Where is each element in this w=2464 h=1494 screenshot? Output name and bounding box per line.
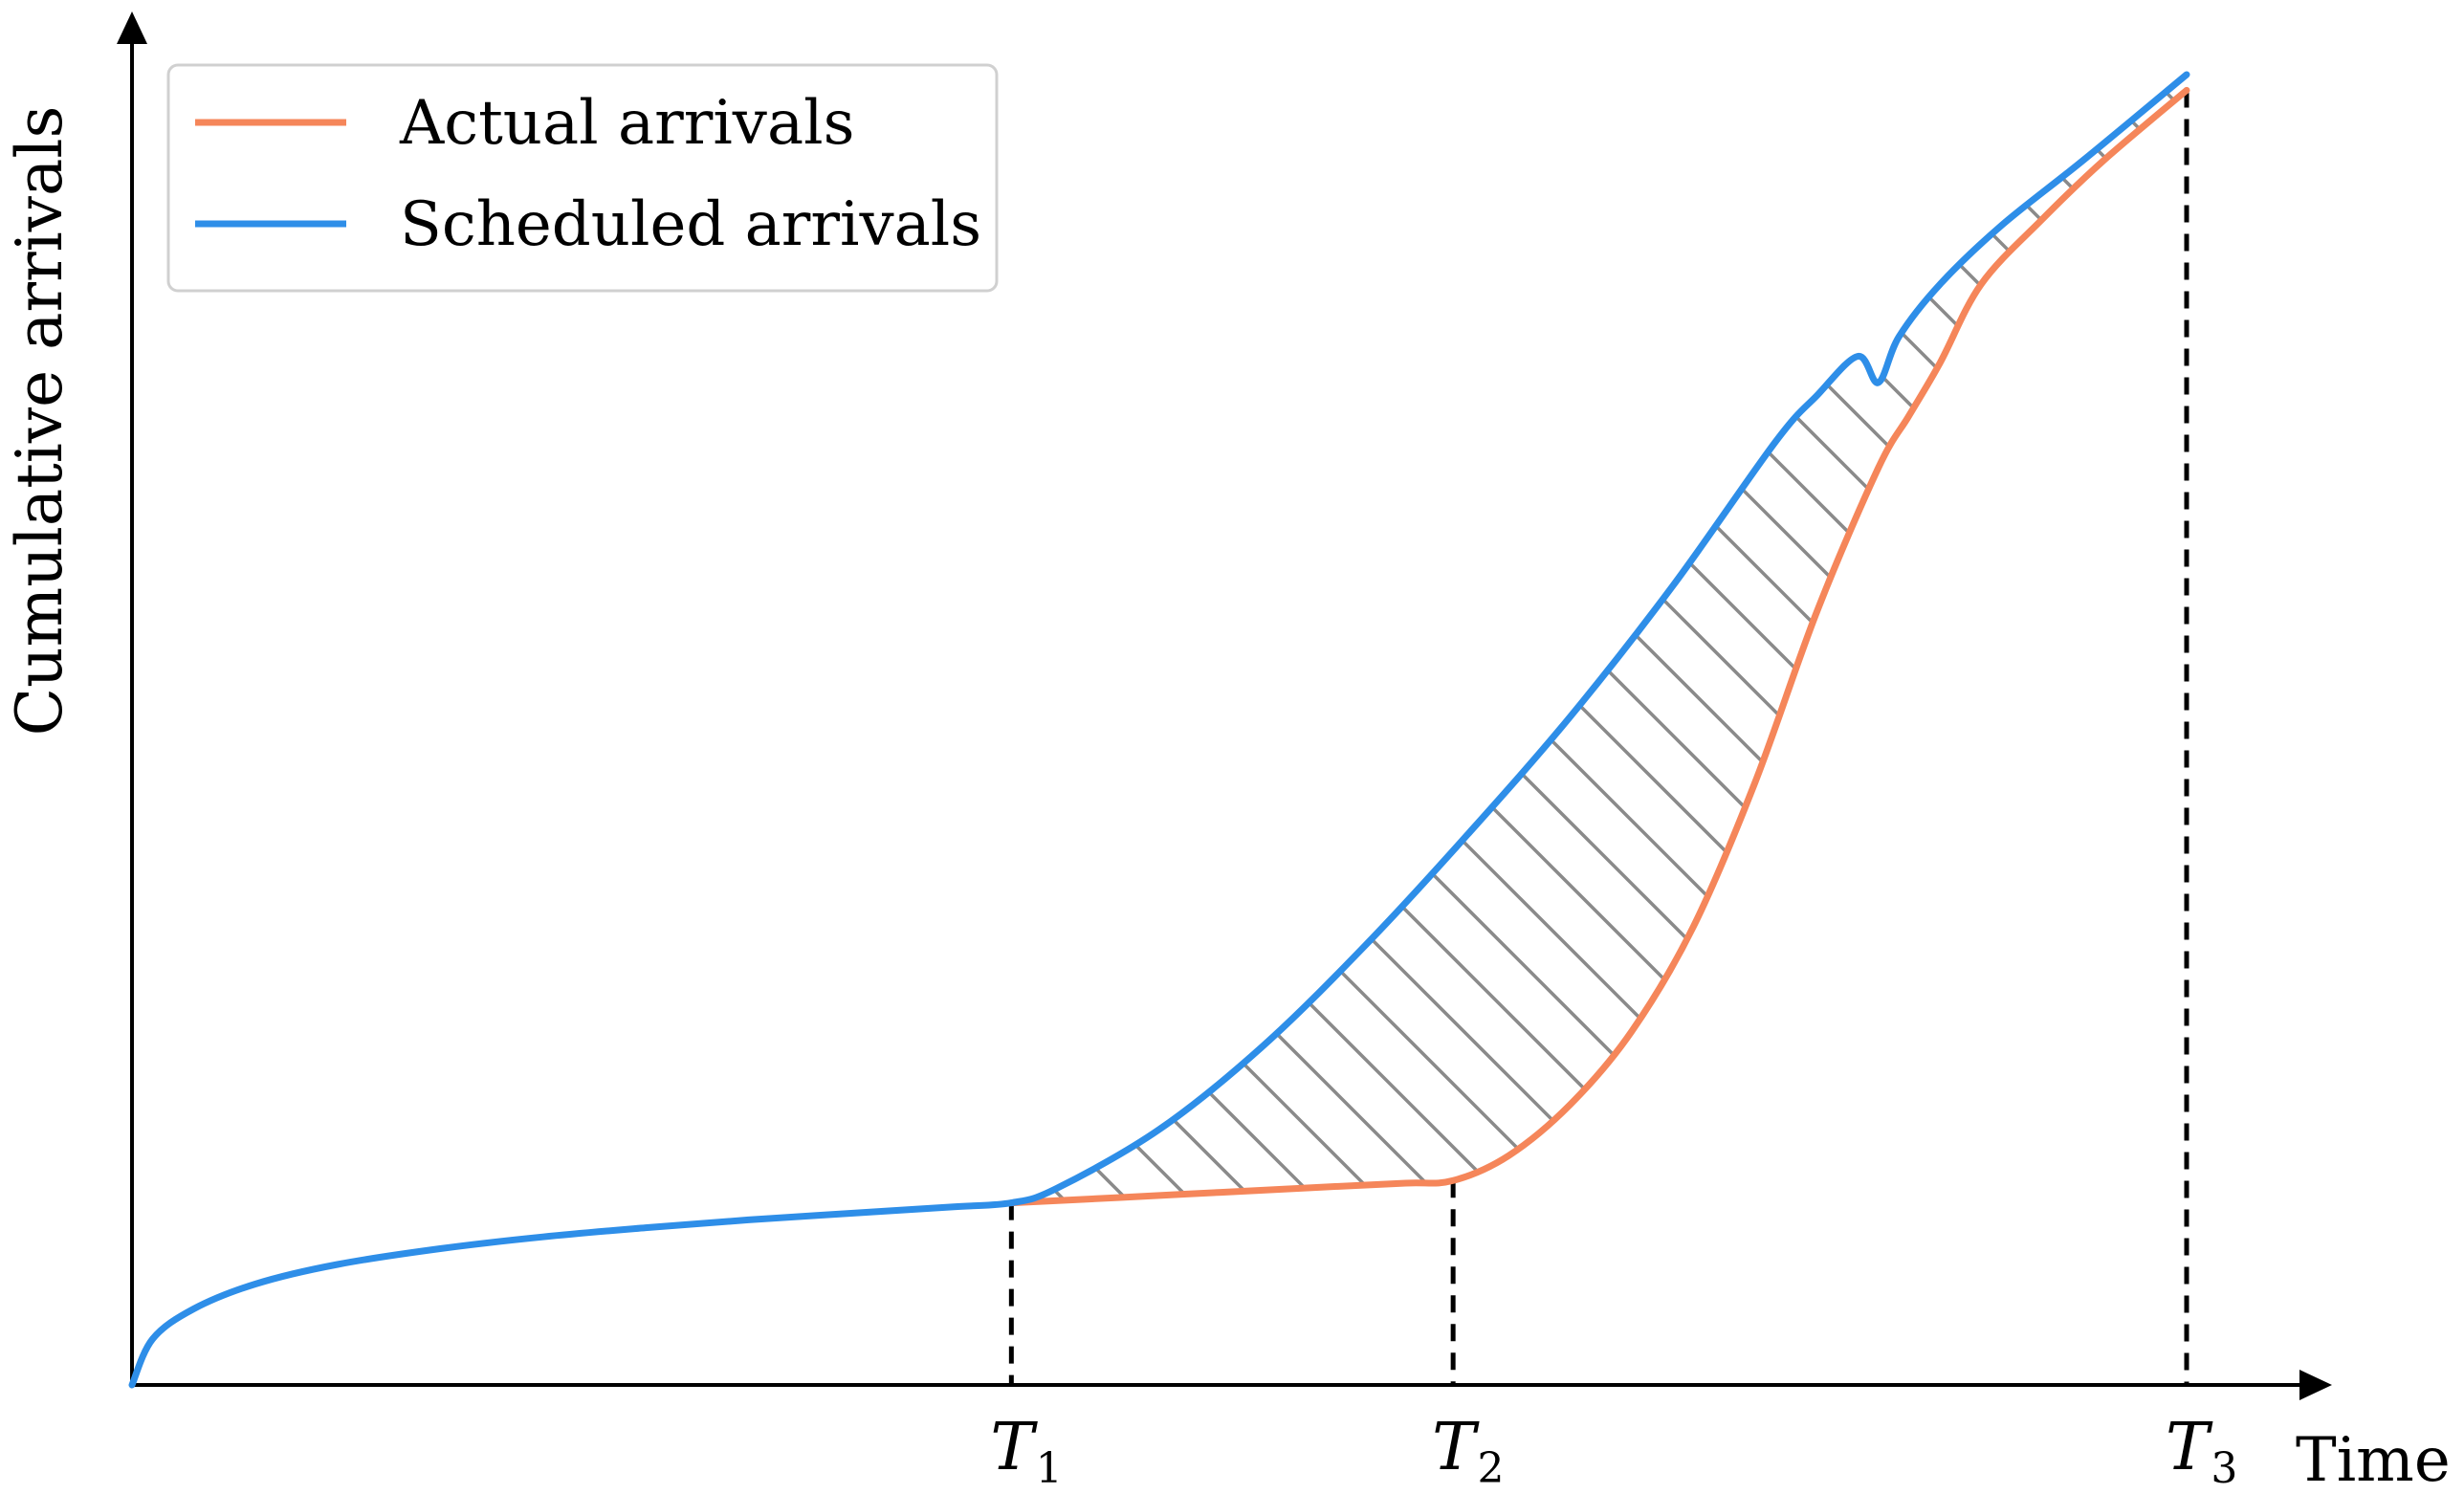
hatch-line — [1011, 75, 2187, 1203]
x-tick-labels: T1 T2 T3 — [990, 1410, 2237, 1493]
hatch-line — [1011, 75, 2187, 1203]
hatch-line — [1946, 75, 2187, 1203]
hatch-line — [1756, 75, 2187, 1203]
x-tick-label-3: T3 — [2166, 1410, 2237, 1493]
hatch-line — [1693, 75, 2187, 1203]
hatch-line — [2389, 0, 2464, 1494]
hatch-line — [1882, 75, 2187, 1203]
y-axis-label: Cumulative arrivals — [3, 106, 77, 736]
hatch-line — [1251, 75, 2187, 1203]
time-markers — [1008, 90, 2189, 1385]
series-lines — [128, 71, 2190, 1389]
hatch-line — [1819, 75, 2187, 1203]
y-axis-arrow-icon — [117, 11, 147, 44]
hatch-line — [1567, 75, 2187, 1203]
legend-frame — [166, 63, 999, 293]
hatch-line — [2326, 0, 2464, 1494]
hatch-line — [1011, 75, 2187, 1203]
hatch-line — [1125, 75, 2187, 1203]
hatch-line — [1188, 75, 2187, 1203]
hatch-line — [2072, 75, 2187, 1203]
hatch-line — [2263, 0, 2464, 1494]
hatch-line — [1011, 75, 2187, 1203]
x-tick-label-1: T1 — [990, 1410, 1062, 1493]
hatch-line — [2200, 0, 2464, 1494]
hatch-line — [1314, 75, 2187, 1203]
legend-label-actual: Actual arrivals — [399, 88, 854, 159]
hatch-line — [1062, 75, 2187, 1203]
hatch-line — [2009, 75, 2187, 1203]
hatch-line — [1504, 75, 2187, 1203]
legend: Actual arrivals Scheduled arrivals — [166, 63, 999, 293]
series-line-scheduled-arrivals — [128, 71, 2190, 1389]
hatch-line — [1630, 75, 2187, 1203]
x-axis-arrow-icon — [2299, 1370, 2332, 1400]
series-line-actual-arrivals — [1007, 86, 2190, 1207]
x-axis-label: Time — [2296, 1425, 2451, 1494]
hatch-line — [1441, 75, 2187, 1203]
x-tick-label-2: T2 — [1432, 1410, 1504, 1493]
hatch-line — [2453, 0, 2464, 1494]
legend-label-scheduled: Scheduled arrivals — [400, 189, 981, 260]
